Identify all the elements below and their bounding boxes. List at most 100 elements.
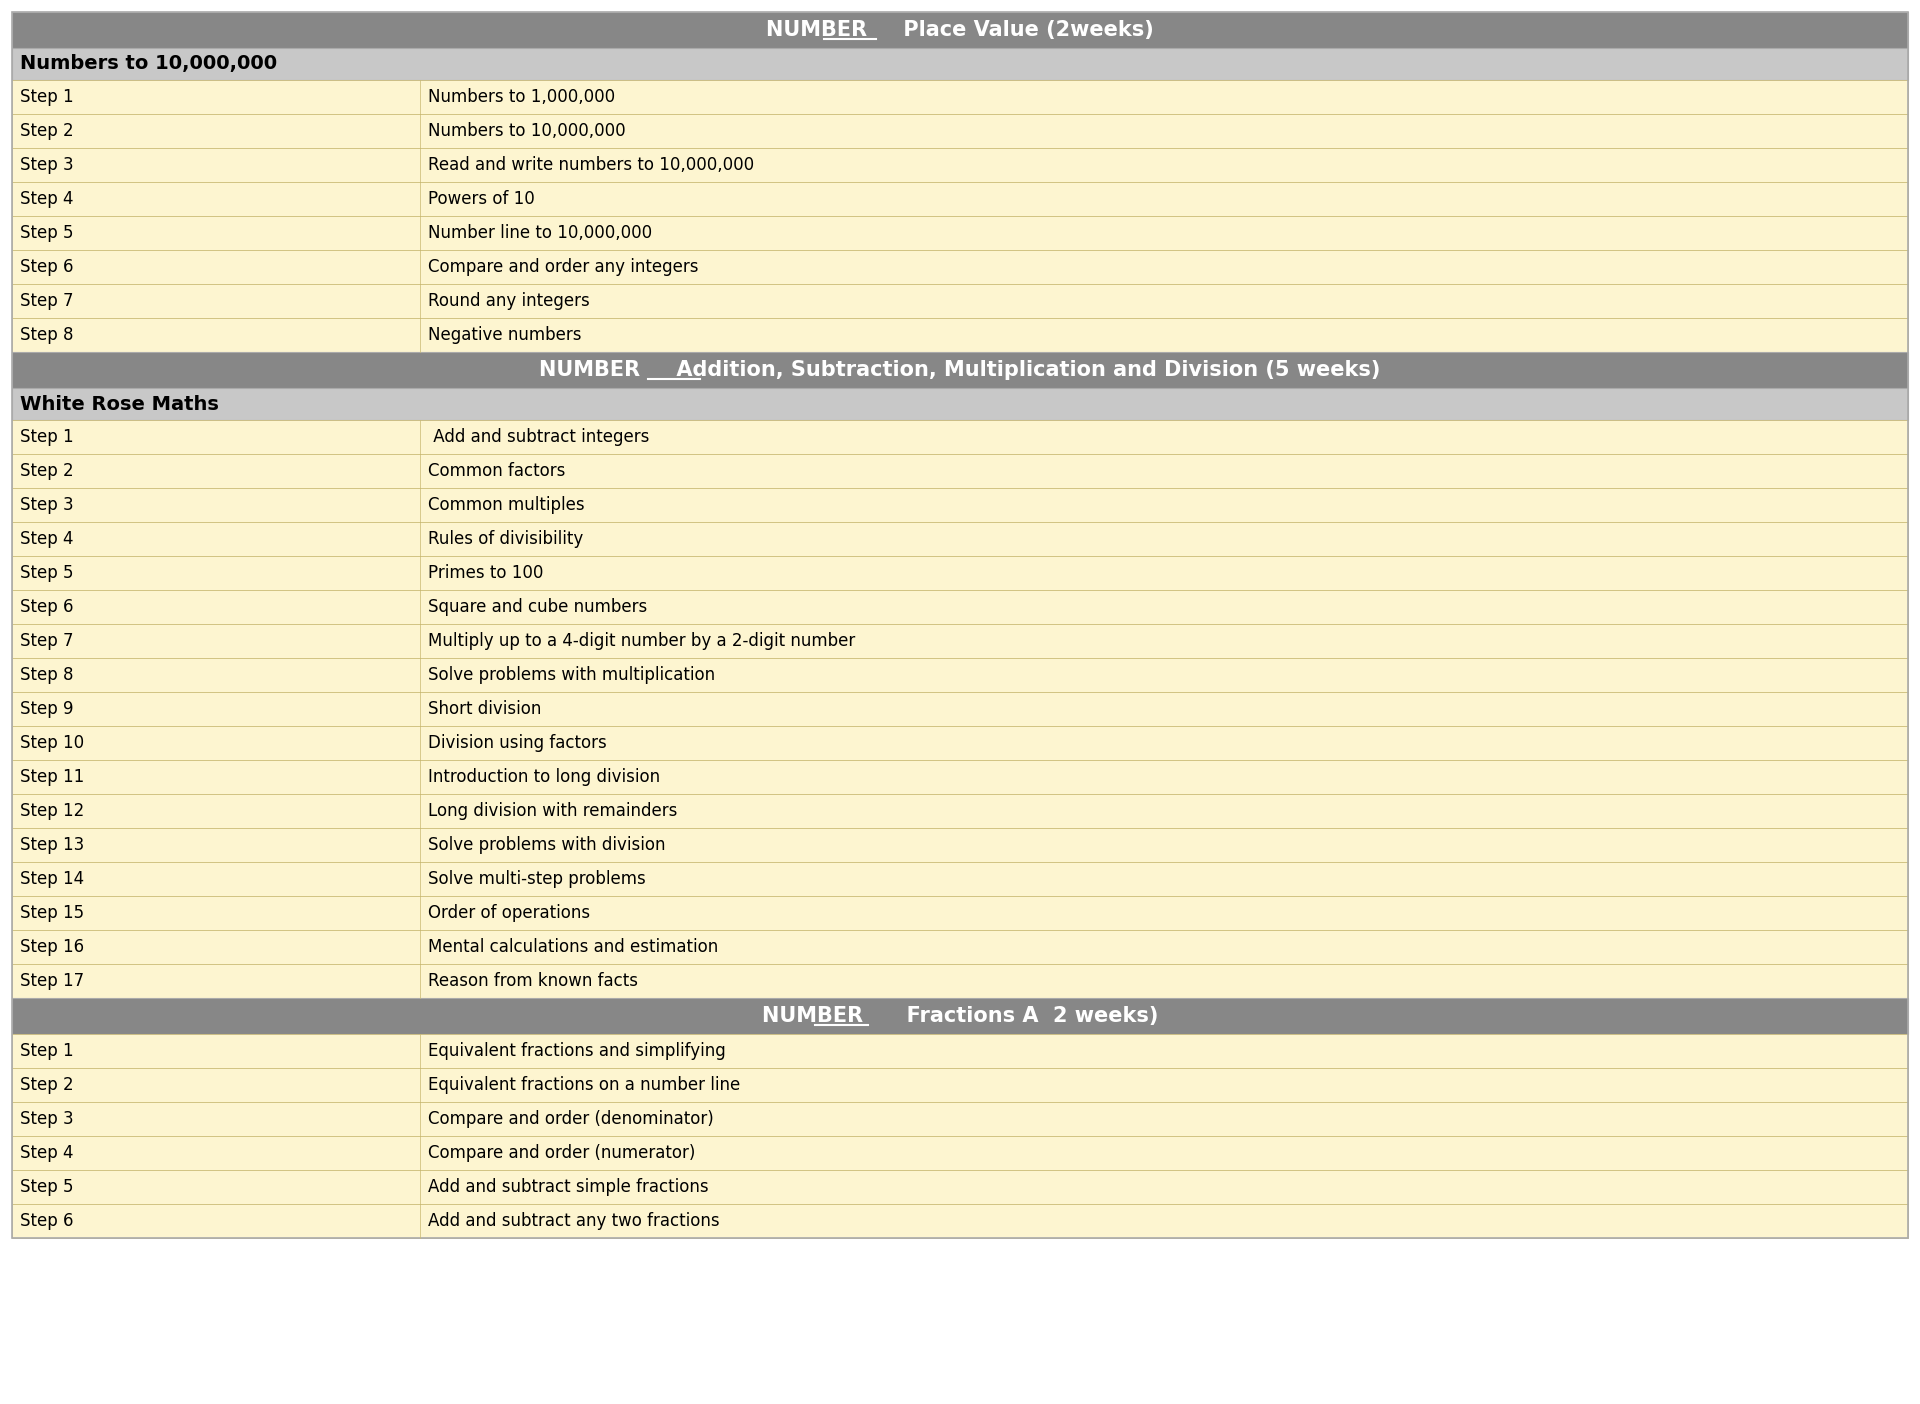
- Text: Step 16: Step 16: [19, 938, 84, 956]
- Text: Common multiples: Common multiples: [428, 496, 584, 514]
- Text: Step 14: Step 14: [19, 870, 84, 887]
- Bar: [12, 114, 1908, 147]
- Text: Equivalent fractions on a number line: Equivalent fractions on a number line: [428, 1075, 739, 1094]
- Text: Add and subtract integers: Add and subtract integers: [428, 428, 649, 446]
- Text: Square and cube numbers: Square and cube numbers: [428, 598, 647, 616]
- Text: Step 2: Step 2: [19, 462, 73, 480]
- Bar: [12, 1033, 1908, 1068]
- Text: Number line to 10,000,000: Number line to 10,000,000: [428, 225, 651, 241]
- Bar: [12, 317, 1908, 352]
- Text: Short division: Short division: [428, 701, 541, 717]
- Bar: [12, 1102, 1908, 1136]
- Text: Numbers to 10,000,000: Numbers to 10,000,000: [428, 122, 626, 140]
- Text: Step 3: Step 3: [19, 156, 73, 174]
- Text: Step 5: Step 5: [19, 564, 73, 583]
- Text: Step 8: Step 8: [19, 665, 73, 684]
- Text: Step 12: Step 12: [19, 802, 84, 820]
- Bar: [12, 965, 1908, 998]
- Bar: [12, 1205, 1908, 1238]
- Bar: [12, 13, 1908, 1238]
- Bar: [12, 1170, 1908, 1205]
- Bar: [12, 420, 1908, 453]
- Text: Step 6: Step 6: [19, 598, 73, 616]
- Bar: [12, 862, 1908, 896]
- Bar: [12, 388, 1908, 420]
- Bar: [12, 489, 1908, 522]
- Text: Step 9: Step 9: [19, 701, 73, 717]
- Bar: [12, 183, 1908, 216]
- Text: Equivalent fractions and simplifying: Equivalent fractions and simplifying: [428, 1042, 726, 1060]
- Text: Step 6: Step 6: [19, 1212, 73, 1230]
- Text: Compare and order (numerator): Compare and order (numerator): [428, 1144, 695, 1163]
- Text: Mental calculations and estimation: Mental calculations and estimation: [428, 938, 718, 956]
- Bar: [12, 13, 1908, 48]
- Text: Step 4: Step 4: [19, 529, 73, 548]
- Bar: [12, 1068, 1908, 1102]
- Text: Step 1: Step 1: [19, 1042, 73, 1060]
- Text: NUMBER      Fractions A  2 weeks): NUMBER Fractions A 2 weeks): [762, 1007, 1158, 1026]
- Bar: [12, 896, 1908, 929]
- Bar: [12, 998, 1908, 1033]
- Text: Step 2: Step 2: [19, 1075, 73, 1094]
- Text: Step 5: Step 5: [19, 1178, 73, 1196]
- Bar: [12, 692, 1908, 726]
- Text: Long division with remainders: Long division with remainders: [428, 802, 678, 820]
- Bar: [12, 352, 1908, 388]
- Text: Introduction to long division: Introduction to long division: [428, 768, 660, 786]
- Text: Step 11: Step 11: [19, 768, 84, 786]
- Text: Negative numbers: Negative numbers: [428, 326, 582, 344]
- Bar: [12, 250, 1908, 284]
- Text: Step 4: Step 4: [19, 1144, 73, 1163]
- Bar: [12, 726, 1908, 760]
- Bar: [12, 658, 1908, 692]
- Bar: [12, 522, 1908, 556]
- Bar: [12, 216, 1908, 250]
- Text: Primes to 100: Primes to 100: [428, 564, 543, 583]
- Text: Add and subtract simple fractions: Add and subtract simple fractions: [428, 1178, 708, 1196]
- Text: Step 3: Step 3: [19, 496, 73, 514]
- Bar: [12, 453, 1908, 489]
- Text: Step 13: Step 13: [19, 835, 84, 854]
- Bar: [12, 623, 1908, 658]
- Bar: [12, 590, 1908, 623]
- Text: Step 7: Step 7: [19, 292, 73, 310]
- Text: Step 8: Step 8: [19, 326, 73, 344]
- Text: NUMBER     Addition, Subtraction, Multiplication and Division (5 weeks): NUMBER Addition, Subtraction, Multiplica…: [540, 359, 1380, 380]
- Text: Step 2: Step 2: [19, 122, 73, 140]
- Text: Reason from known facts: Reason from known facts: [428, 972, 637, 990]
- Text: Step 17: Step 17: [19, 972, 84, 990]
- Text: White Rose Maths: White Rose Maths: [19, 395, 219, 414]
- Text: Step 6: Step 6: [19, 258, 73, 277]
- Text: Read and write numbers to 10,000,000: Read and write numbers to 10,000,000: [428, 156, 755, 174]
- Text: Common factors: Common factors: [428, 462, 564, 480]
- Text: Order of operations: Order of operations: [428, 904, 589, 922]
- Bar: [12, 760, 1908, 795]
- Text: Step 5: Step 5: [19, 225, 73, 241]
- Text: Step 15: Step 15: [19, 904, 84, 922]
- Text: Add and subtract any two fractions: Add and subtract any two fractions: [428, 1212, 720, 1230]
- Bar: [12, 80, 1908, 114]
- Text: Step 7: Step 7: [19, 632, 73, 650]
- Text: Compare and order (denominator): Compare and order (denominator): [428, 1111, 714, 1127]
- Text: Multiply up to a 4-digit number by a 2-digit number: Multiply up to a 4-digit number by a 2-d…: [428, 632, 854, 650]
- Text: Step 10: Step 10: [19, 734, 84, 753]
- Text: Solve multi-step problems: Solve multi-step problems: [428, 870, 645, 887]
- Bar: [12, 929, 1908, 965]
- Text: Solve problems with division: Solve problems with division: [428, 835, 664, 854]
- Text: Solve problems with multiplication: Solve problems with multiplication: [428, 665, 714, 684]
- Bar: [12, 1136, 1908, 1170]
- Text: Division using factors: Division using factors: [428, 734, 607, 753]
- Text: Powers of 10: Powers of 10: [428, 190, 534, 208]
- Text: Step 1: Step 1: [19, 88, 73, 105]
- Text: Round any integers: Round any integers: [428, 292, 589, 310]
- Text: Step 1: Step 1: [19, 428, 73, 446]
- Bar: [12, 284, 1908, 317]
- Bar: [12, 795, 1908, 828]
- Text: NUMBER     Place Value (2weeks): NUMBER Place Value (2weeks): [766, 20, 1154, 39]
- Text: Rules of divisibility: Rules of divisibility: [428, 529, 584, 548]
- Bar: [12, 556, 1908, 590]
- Bar: [12, 48, 1908, 80]
- Text: Numbers to 1,000,000: Numbers to 1,000,000: [428, 88, 614, 105]
- Bar: [12, 828, 1908, 862]
- Text: Step 4: Step 4: [19, 190, 73, 208]
